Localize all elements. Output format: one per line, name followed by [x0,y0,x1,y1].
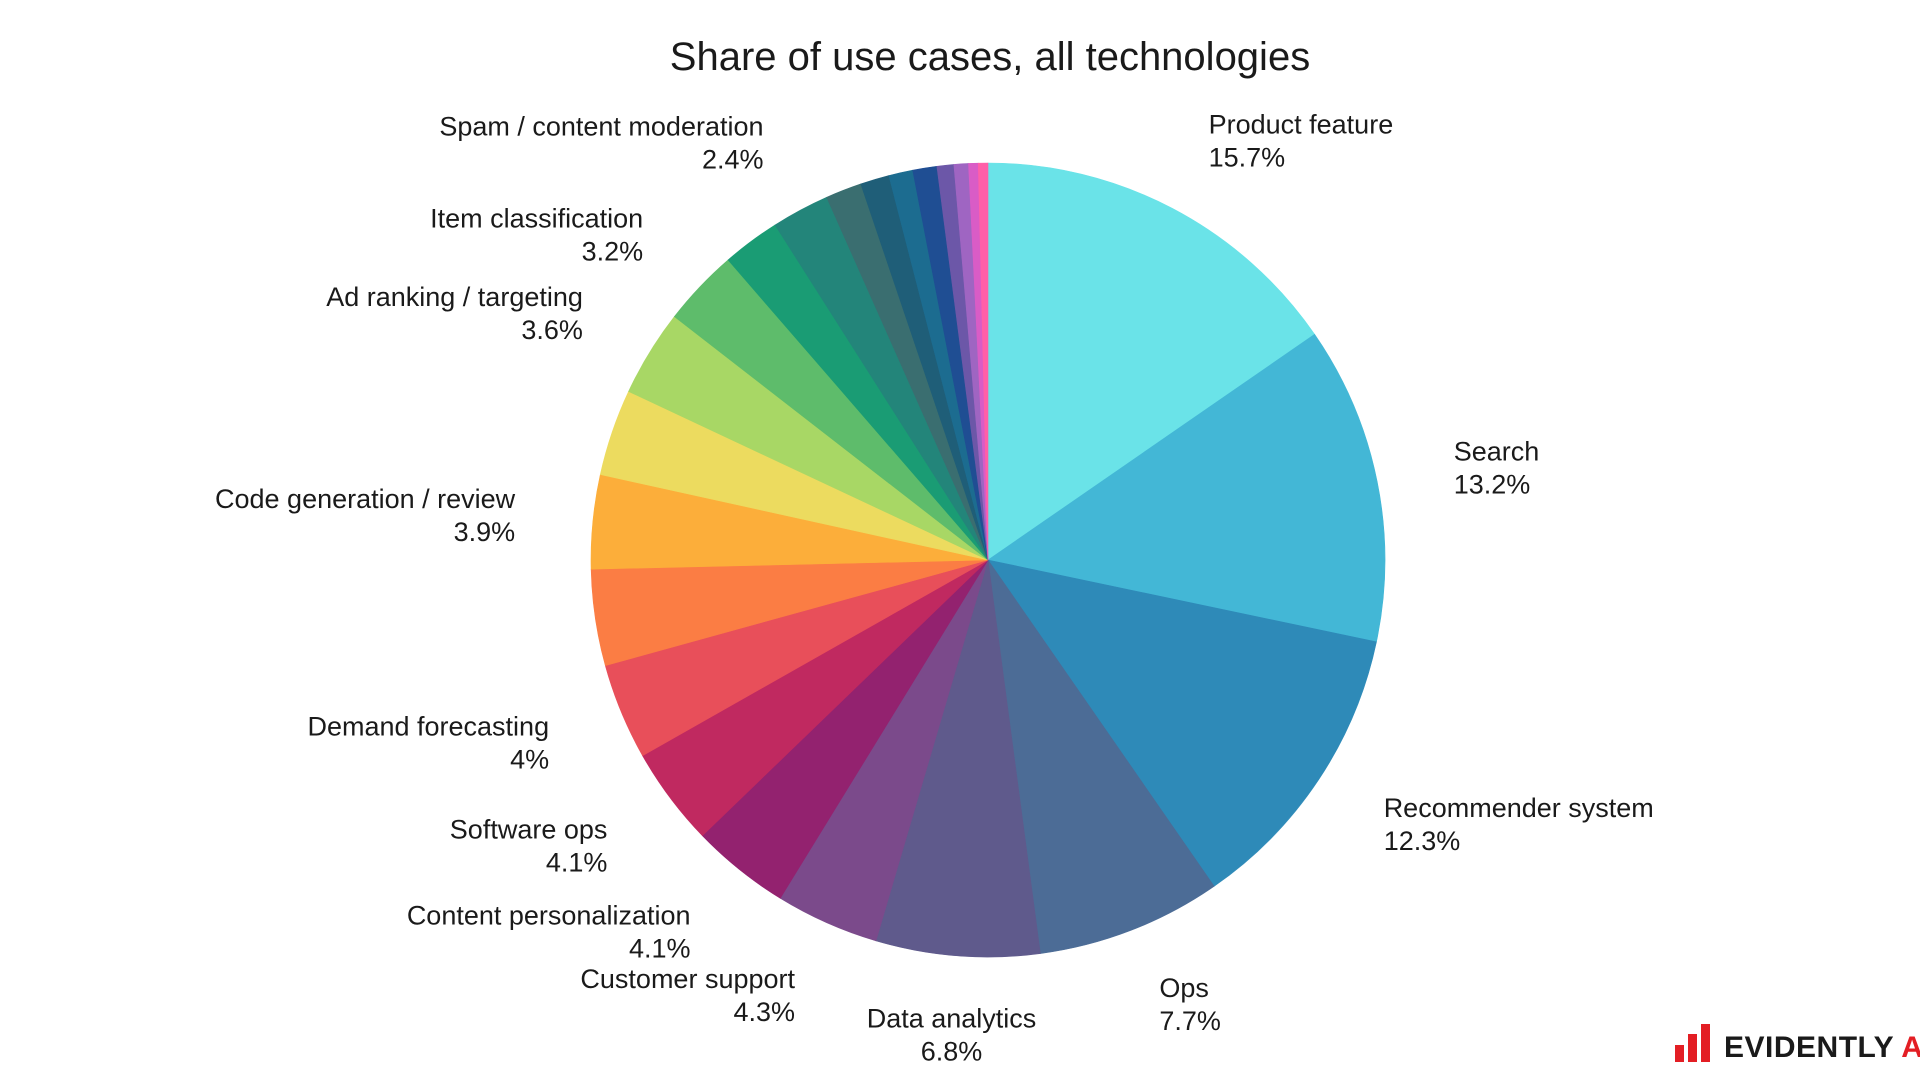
slice-label-value: 6.8% [921,1037,983,1067]
slice-label-name: Ad ranking / targeting [326,282,583,312]
slice-label-value: 3.2% [582,236,644,266]
pie-slice-unlabeled-23 [977,162,989,561]
slice-label-value: 4.1% [629,933,691,963]
pie-slice-data-analytics [875,559,1041,958]
slice-label-name: Ops [1159,973,1209,1003]
chart-title: Share of use cases, all technologies [670,35,1310,79]
slice-label-value: 2.4% [702,144,764,174]
slice-label-software-ops: Software ops 4.1% [450,814,608,877]
slice-label-name: Code generation / review [215,484,516,514]
logo-text-accent: AI [1901,1031,1920,1064]
slice-label-value: 4.3% [733,997,795,1027]
slice-label-value: 15.7% [1209,142,1286,172]
slice-label-customer-support: Customer support 4.3% [580,964,795,1027]
evidently-ai-logo: EVIDENTLY AI [1675,1024,1920,1064]
slice-label-spam-content-moderation: Spam / content moderation 2.4% [439,111,763,174]
slice-label-name: Item classification [430,203,643,233]
slice-label-name: Software ops [450,814,608,844]
logo-text: EVIDENTLY AI [1724,1031,1920,1064]
slice-label-data-analytics: Data analytics 6.8% [867,1004,1037,1067]
pie-slice-search [987,333,1386,643]
pie-slices [590,162,1386,958]
slice-label-demand-forecasting: Demand forecasting 4% [307,712,549,775]
logo-text-main: EVIDENTLY [1724,1031,1901,1064]
slice-label-value: 13.2% [1454,469,1531,499]
slice-label-code-generation-review: Code generation / review 3.9% [215,484,516,547]
slice-label-value: 3.6% [521,315,583,345]
slice-label-name: Customer support [580,964,795,994]
logo-bars-icon [1675,1024,1710,1062]
slice-label-content-personalization: Content personalization 4.1% [407,900,691,963]
slice-label-ad-ranking-targeting: Ad ranking / targeting 3.6% [326,282,583,345]
slice-label-value: 4.1% [546,847,608,877]
slice-label-name: Spam / content moderation [439,111,763,141]
slice-label-name: Data analytics [867,1004,1037,1034]
pie-slice-recommender-system [987,559,1377,887]
slice-label-value: 3.9% [454,517,516,547]
slice-label-search: Search 13.2% [1454,436,1540,499]
slice-label-value: 7.7% [1159,1006,1221,1036]
slice-labels: Product feature 15.7% Search 13.2% Recommend… [215,109,1654,1066]
slice-label-name: Search [1454,436,1540,466]
pie-slice-ops [987,559,1215,954]
slice-label-name: Recommender system [1384,793,1654,823]
slice-label-ops: Ops 7.7% [1159,973,1221,1036]
slice-label-value: 12.3% [1384,826,1461,856]
slice-label-value: 4% [510,745,549,775]
slice-label-name: Demand forecasting [307,712,549,742]
slice-label-item-classification: Item classification 3.2% [430,203,643,266]
slice-label-name: Content personalization [407,900,691,930]
slice-label-product-feature: Product feature 15.7% [1209,109,1394,172]
pie-slice-product-feature [987,162,1316,561]
slice-label-name: Product feature [1209,109,1394,139]
slice-label-recommender-system: Recommender system 12.3% [1384,793,1654,856]
